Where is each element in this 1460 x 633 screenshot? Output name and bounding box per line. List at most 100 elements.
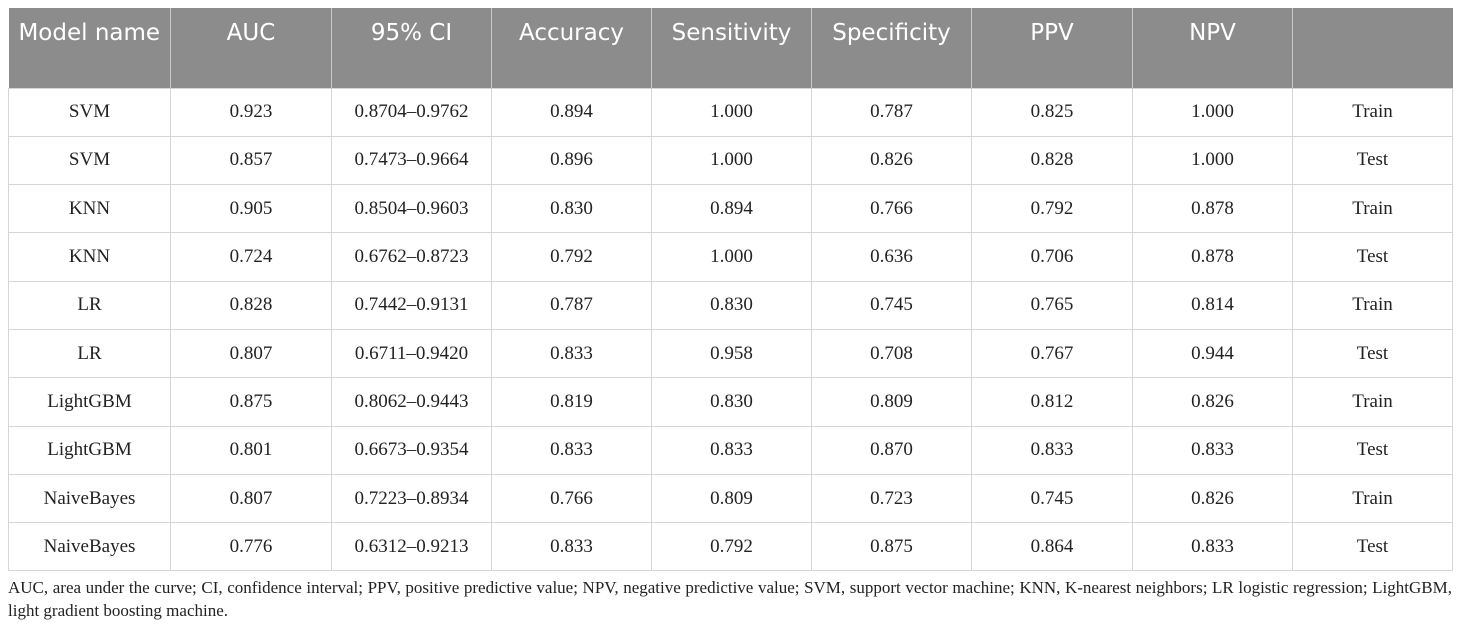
cell-npv: 0.814 bbox=[1132, 280, 1293, 330]
cell-sensitivity: 0.830 bbox=[651, 280, 812, 330]
cell-accuracy: 0.833 bbox=[491, 425, 652, 475]
cell-split: Test bbox=[1292, 522, 1453, 572]
cell-accuracy: 0.819 bbox=[491, 377, 652, 427]
column-header-accuracy: Accuracy bbox=[491, 8, 652, 88]
cell-npv: 0.878 bbox=[1132, 184, 1293, 234]
cell-npv: 0.878 bbox=[1132, 232, 1293, 282]
cell-ci: 0.6673–0.9354 bbox=[331, 425, 492, 475]
cell-specificity: 0.708 bbox=[811, 328, 972, 379]
cell-auc: 0.857 bbox=[170, 135, 332, 186]
column-header-model-name: Model name bbox=[8, 8, 171, 88]
cell-auc: 0.807 bbox=[170, 328, 332, 379]
cell-ci: 0.8062–0.9443 bbox=[331, 377, 492, 427]
cell-ppv: 0.825 bbox=[971, 87, 1133, 137]
cell-model-name: SVM bbox=[8, 87, 171, 137]
cell-ppv: 0.706 bbox=[971, 232, 1133, 282]
cell-ppv: 0.828 bbox=[971, 135, 1133, 186]
cell-model-name: LR bbox=[8, 280, 171, 330]
cell-sensitivity: 1.000 bbox=[651, 87, 812, 137]
cell-auc: 0.875 bbox=[170, 377, 332, 427]
cell-specificity: 0.787 bbox=[811, 87, 972, 137]
cell-model-name: KNN bbox=[8, 232, 171, 282]
cell-sensitivity: 0.833 bbox=[651, 425, 812, 475]
cell-sensitivity: 0.792 bbox=[651, 522, 812, 572]
cell-specificity: 0.766 bbox=[811, 184, 972, 234]
table-row: SVM 0.923 0.8704–0.9762 0.894 1.000 0.78… bbox=[8, 87, 1453, 137]
cell-accuracy: 0.830 bbox=[491, 184, 652, 234]
cell-model-name: SVM bbox=[8, 135, 171, 186]
table-row: NaiveBayes 0.807 0.7223–0.8934 0.766 0.8… bbox=[8, 473, 1453, 524]
cell-auc: 0.807 bbox=[170, 473, 332, 524]
cell-specificity: 0.870 bbox=[811, 425, 972, 475]
column-header-specificity: Specificity bbox=[811, 8, 972, 88]
cell-npv: 1.000 bbox=[1132, 87, 1293, 137]
column-header-npv: NPV bbox=[1132, 8, 1293, 88]
cell-ci: 0.7442–0.9131 bbox=[331, 280, 492, 330]
table-row: LR 0.828 0.7442–0.9131 0.787 0.830 0.745… bbox=[8, 280, 1453, 330]
cell-split: Train bbox=[1292, 377, 1453, 427]
cell-ppv: 0.765 bbox=[971, 280, 1133, 330]
cell-ci: 0.7473–0.9664 bbox=[331, 135, 492, 186]
cell-accuracy: 0.787 bbox=[491, 280, 652, 330]
cell-model-name: LR bbox=[8, 328, 171, 379]
cell-split: Train bbox=[1292, 87, 1453, 137]
table-row: LightGBM 0.875 0.8062–0.9443 0.819 0.830… bbox=[8, 377, 1453, 427]
cell-model-name: LightGBM bbox=[8, 377, 171, 427]
cell-split: Test bbox=[1292, 328, 1453, 379]
table-row: LR 0.807 0.6711–0.9420 0.833 0.958 0.708… bbox=[8, 328, 1453, 379]
cell-ppv: 0.792 bbox=[971, 184, 1133, 234]
cell-model-name: KNN bbox=[8, 184, 171, 234]
table-footnote: AUC, area under the curve; CI, confidenc… bbox=[8, 578, 1452, 620]
column-header-ci: 95% CI bbox=[331, 8, 492, 88]
cell-model-name: NaiveBayes bbox=[8, 522, 171, 572]
cell-accuracy: 0.894 bbox=[491, 87, 652, 137]
cell-ci: 0.6711–0.9420 bbox=[331, 328, 492, 379]
cell-specificity: 0.723 bbox=[811, 473, 972, 524]
cell-split: Test bbox=[1292, 232, 1453, 282]
table-row: SVM 0.857 0.7473–0.9664 0.896 1.000 0.82… bbox=[8, 135, 1453, 186]
cell-ppv: 0.864 bbox=[971, 522, 1133, 572]
cell-split: Train bbox=[1292, 473, 1453, 524]
cell-auc: 0.905 bbox=[170, 184, 332, 234]
cell-sensitivity: 0.809 bbox=[651, 473, 812, 524]
cell-sensitivity: 0.894 bbox=[651, 184, 812, 234]
cell-auc: 0.776 bbox=[170, 522, 332, 572]
cell-specificity: 0.809 bbox=[811, 377, 972, 427]
cell-npv: 0.833 bbox=[1132, 425, 1293, 475]
column-header-ppv: PPV bbox=[971, 8, 1133, 88]
cell-accuracy: 0.792 bbox=[491, 232, 652, 282]
cell-accuracy: 0.833 bbox=[491, 522, 652, 572]
table-row: LightGBM 0.801 0.6673–0.9354 0.833 0.833… bbox=[8, 425, 1453, 475]
cell-auc: 0.724 bbox=[170, 232, 332, 282]
column-header-sensitivity: Sensitivity bbox=[651, 8, 812, 88]
cell-npv: 0.944 bbox=[1132, 328, 1293, 379]
results-table-container: Model name AUC 95% CI Accuracy Sensitivi… bbox=[8, 8, 1453, 572]
cell-sensitivity: 0.830 bbox=[651, 377, 812, 427]
cell-split: Test bbox=[1292, 425, 1453, 475]
cell-ci: 0.6312–0.9213 bbox=[331, 522, 492, 572]
cell-split: Train bbox=[1292, 280, 1453, 330]
table-row: NaiveBayes 0.776 0.6312–0.9213 0.833 0.7… bbox=[8, 522, 1453, 572]
cell-ci: 0.8504–0.9603 bbox=[331, 184, 492, 234]
table-row: KNN 0.724 0.6762–0.8723 0.792 1.000 0.63… bbox=[8, 232, 1453, 282]
cell-model-name: NaiveBayes bbox=[8, 473, 171, 524]
cell-auc: 0.828 bbox=[170, 280, 332, 330]
cell-accuracy: 0.833 bbox=[491, 328, 652, 379]
column-header-split bbox=[1292, 8, 1453, 88]
cell-ppv: 0.833 bbox=[971, 425, 1133, 475]
model-performance-table: Model name AUC 95% CI Accuracy Sensitivi… bbox=[8, 8, 1453, 572]
cell-ci: 0.7223–0.8934 bbox=[331, 473, 492, 524]
cell-model-name: LightGBM bbox=[8, 425, 171, 475]
cell-ppv: 0.812 bbox=[971, 377, 1133, 427]
cell-accuracy: 0.896 bbox=[491, 135, 652, 186]
cell-ci: 0.6762–0.8723 bbox=[331, 232, 492, 282]
cell-specificity: 0.875 bbox=[811, 522, 972, 572]
cell-ppv: 0.767 bbox=[971, 328, 1133, 379]
cell-specificity: 0.636 bbox=[811, 232, 972, 282]
column-header-auc: AUC bbox=[170, 8, 332, 88]
table-row: KNN 0.905 0.8504–0.9603 0.830 0.894 0.76… bbox=[8, 184, 1453, 234]
cell-split: Test bbox=[1292, 135, 1453, 186]
cell-specificity: 0.826 bbox=[811, 135, 972, 186]
cell-auc: 0.801 bbox=[170, 425, 332, 475]
cell-specificity: 0.745 bbox=[811, 280, 972, 330]
